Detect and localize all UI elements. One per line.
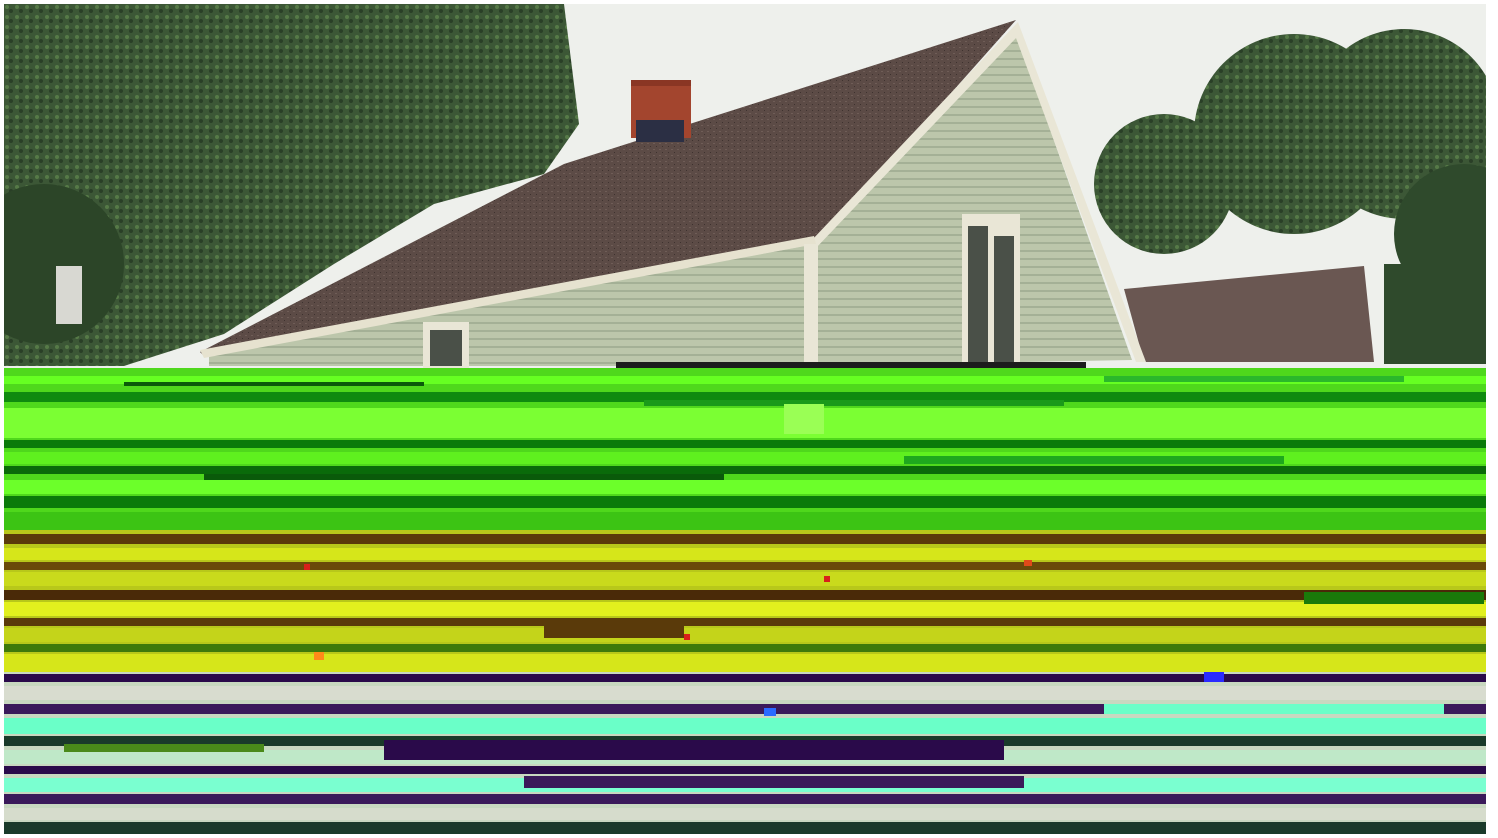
left-trees xyxy=(4,4,579,366)
house-photo xyxy=(4,4,1486,834)
neighbor-roof xyxy=(1124,266,1374,362)
gable-trim xyxy=(812,22,1146,362)
chimney xyxy=(631,80,691,142)
glitch-edge xyxy=(616,362,1086,370)
front-window xyxy=(423,322,469,368)
glitch-region xyxy=(4,368,1486,834)
gable-wall xyxy=(812,34,1132,366)
right-trees xyxy=(1094,29,1486,364)
photo-frame xyxy=(4,4,1486,834)
corner-board xyxy=(804,244,818,366)
front-wall xyxy=(209,246,812,366)
gable-window xyxy=(962,214,1020,368)
main-roof xyxy=(200,20,1016,356)
eave-trim xyxy=(200,236,816,358)
